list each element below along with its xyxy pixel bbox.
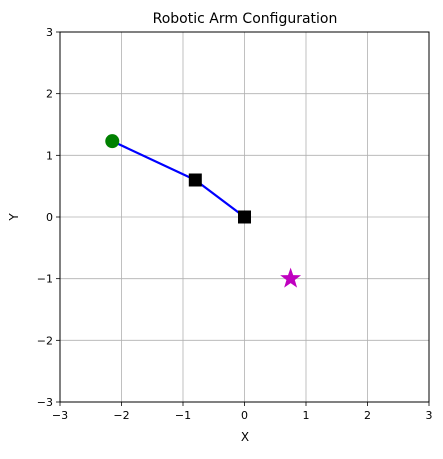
x-tick-label: 0 bbox=[241, 409, 248, 422]
y-tick-label: −1 bbox=[37, 273, 53, 286]
y-tick-label: 1 bbox=[46, 149, 53, 162]
plot-area bbox=[105, 134, 302, 288]
arm-link bbox=[194, 178, 246, 219]
joint-marker bbox=[238, 210, 251, 224]
target-star-marker bbox=[280, 267, 302, 288]
y-tick-label: 3 bbox=[46, 26, 53, 39]
chart-title: Robotic Arm Configuration bbox=[153, 11, 338, 27]
x-axis-label: X bbox=[241, 430, 249, 444]
y-tick-label: 0 bbox=[46, 211, 53, 224]
y-tick-label: −3 bbox=[37, 396, 53, 409]
x-tick-label: −2 bbox=[113, 409, 129, 422]
joint-marker bbox=[188, 173, 202, 187]
end-effector-marker bbox=[105, 134, 120, 149]
x-tick-label: −1 bbox=[175, 409, 191, 422]
y-tick-label: 2 bbox=[46, 88, 53, 101]
x-tick-label: 1 bbox=[303, 409, 310, 422]
y-tick-label: −2 bbox=[37, 334, 53, 347]
x-tick-label: 2 bbox=[364, 409, 371, 422]
axis-ticks: −3 −2 −1 0 1 2 3 −3 −2 −1 0 1 2 3 bbox=[37, 26, 433, 422]
arm-link bbox=[111, 140, 197, 182]
x-tick-label: 3 bbox=[426, 409, 433, 422]
y-axis-label: Y bbox=[7, 213, 21, 222]
x-tick-label: −3 bbox=[52, 409, 68, 422]
